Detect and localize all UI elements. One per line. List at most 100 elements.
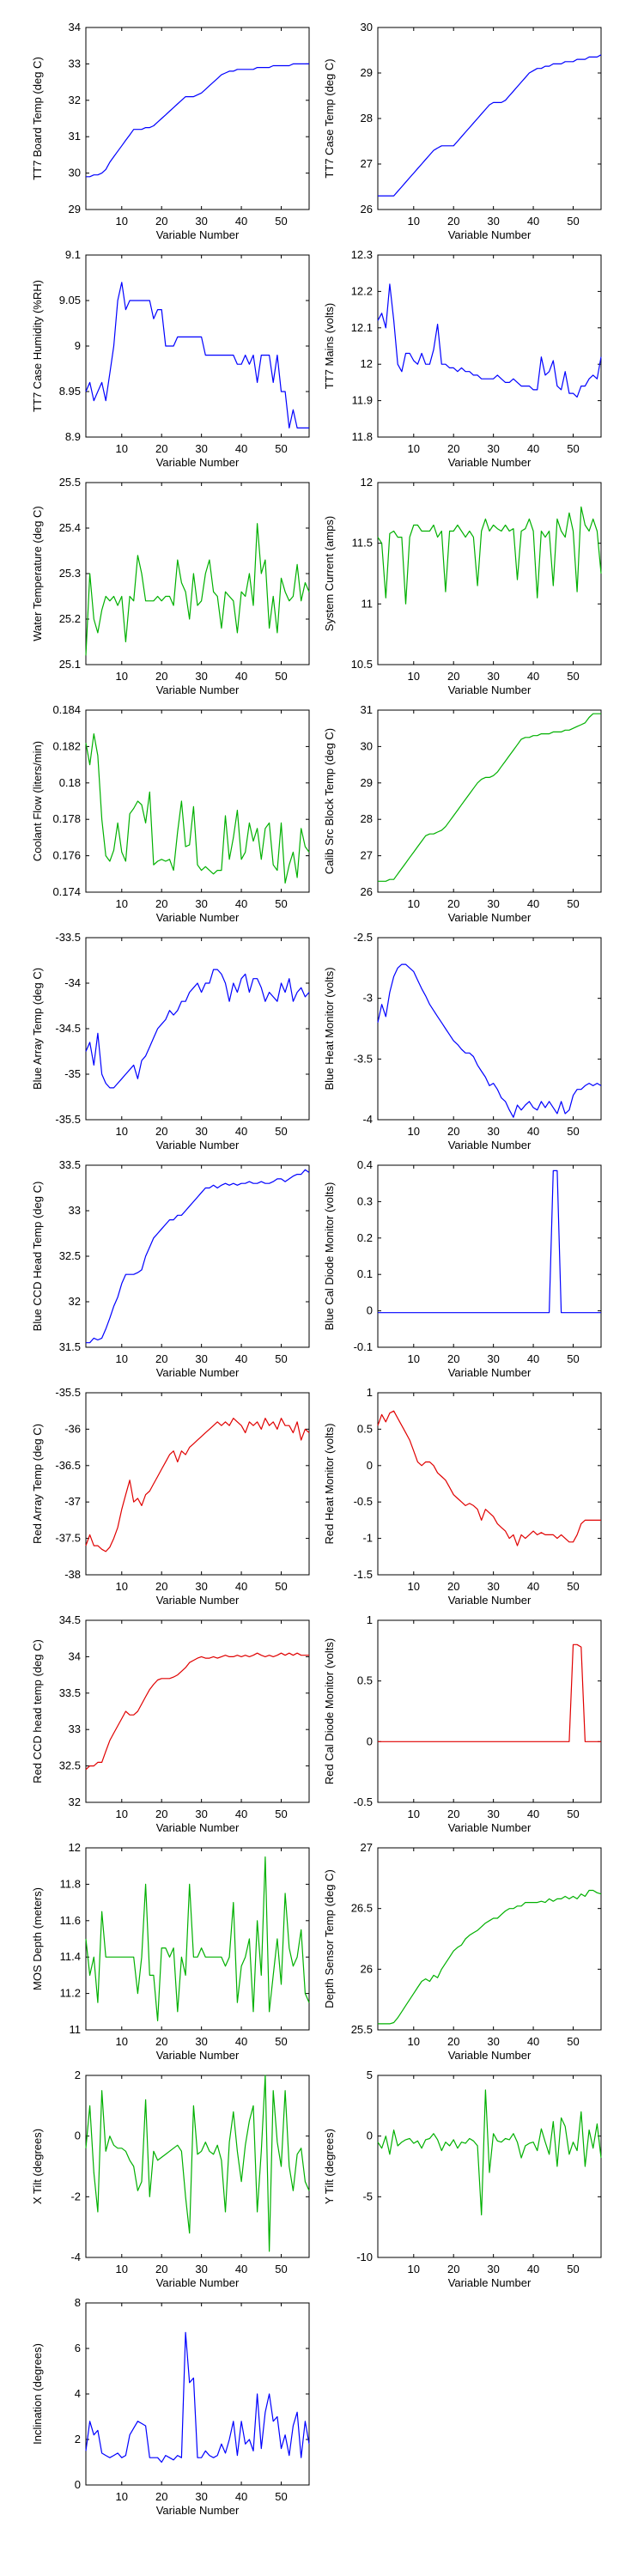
y-tick-label: 26.5	[351, 1902, 373, 1915]
y-tick-label: -4	[70, 2251, 81, 2263]
chart-red-ccd-head-temp-deg-c: 32 32.5 33 33.5 34 34.5 10 20 30 40 50 Variable Num…	[31, 1613, 310, 1834]
x-tick-label: 20	[447, 1125, 459, 1138]
y-axis-label: Depth Sensor Temp (deg C)	[323, 1869, 336, 2008]
plot-frame	[85, 1847, 310, 2031]
y-axis-label: Blue CCD Head Temp (deg C)	[31, 1182, 44, 1332]
x-tick-label: 30	[195, 2490, 207, 2503]
y-tick-label: 29	[361, 66, 373, 79]
plot-frame	[377, 27, 602, 210]
y-tick-label: 6	[75, 2342, 81, 2354]
series-line	[85, 282, 309, 428]
y-tick-label: 0.5	[357, 1674, 373, 1687]
x-tick-label: 50	[275, 1125, 287, 1138]
y-axis-label: TT7 Case Temp (deg C)	[323, 58, 336, 178]
y-tick-label: 2	[75, 2069, 81, 2081]
y-tick-label: 30	[361, 739, 373, 752]
x-tick-label: 20	[155, 2490, 167, 2503]
y-tick-label: 2	[75, 2433, 81, 2445]
x-tick-label: 50	[275, 670, 287, 683]
y-tick-label: 0.178	[52, 812, 81, 825]
y-tick-label: -37	[64, 1495, 81, 1508]
series-line	[377, 2089, 602, 2216]
x-tick-label: 20	[447, 670, 459, 683]
y-tick-label: 0.4	[357, 1158, 373, 1171]
x-axis-label: Variable Number	[448, 2049, 532, 2062]
x-tick-label: 20	[155, 2035, 167, 2048]
y-tick-label: 0	[75, 2129, 81, 2142]
y-axis-label: TT7 Mains (volts)	[323, 303, 336, 389]
series-line	[377, 283, 602, 398]
y-tick-label: -34.5	[55, 1022, 81, 1035]
y-tick-label: 0	[367, 1304, 373, 1317]
series-line	[377, 506, 602, 605]
y-tick-label: 0.182	[52, 739, 81, 752]
y-tick-label: 0.174	[52, 885, 81, 898]
series-line	[378, 1170, 601, 1314]
x-tick-label: 10	[116, 442, 128, 455]
x-tick-label: 10	[408, 897, 420, 910]
x-axis-label: Variable Number	[156, 1821, 240, 1834]
y-axis-label: Blue Array Temp (deg C)	[31, 968, 44, 1090]
plot-frame	[377, 482, 602, 665]
x-tick-label: 50	[275, 215, 287, 228]
y-tick-label: -37.5	[55, 1532, 81, 1545]
y-tick-label: 34.5	[59, 1613, 81, 1626]
x-tick-label: 30	[195, 897, 207, 910]
x-tick-label: 10	[116, 2035, 128, 2048]
x-tick-label: 10	[116, 670, 128, 683]
plot-frame	[85, 1619, 310, 1803]
x-tick-label: 20	[447, 897, 459, 910]
x-tick-label: 10	[408, 670, 420, 683]
y-tick-label: 11.4	[60, 1950, 81, 1963]
y-tick-label: 33.5	[59, 1158, 81, 1171]
y-axis-label: Blue Heat Monitor (volts)	[323, 967, 336, 1090]
y-tick-label: 8.95	[59, 385, 81, 398]
y-tick-label: 25.4	[59, 521, 81, 534]
y-axis-label: X Tilt (degrees)	[31, 2129, 44, 2204]
chart-blue-heat-monitor-volts: -4 -3.5 -3 -2.5 10 20 30 40 50 Variable Number Blu…	[323, 931, 602, 1151]
x-axis-label: Variable Number	[448, 683, 532, 696]
x-tick-label: 30	[195, 670, 207, 683]
y-tick-label: 25.5	[59, 476, 81, 489]
y-tick-label: 9	[75, 339, 81, 352]
x-tick-label: 30	[487, 215, 499, 228]
x-tick-label: 50	[567, 1807, 579, 1820]
x-tick-label: 40	[235, 1580, 247, 1593]
x-tick-label: 40	[235, 442, 247, 455]
plot-frame	[377, 254, 602, 438]
plot-frame	[85, 27, 310, 210]
series-line	[85, 2331, 310, 2464]
plot-frame	[85, 482, 310, 665]
y-tick-label: 9.1	[65, 248, 81, 261]
series-line	[378, 1889, 602, 2025]
plot-frame	[377, 1619, 602, 1803]
x-tick-label: 10	[116, 2490, 128, 2503]
y-tick-label: 11.5	[352, 537, 373, 550]
y-tick-label: 32	[69, 1295, 81, 1308]
y-tick-label: 30	[361, 21, 373, 33]
y-tick-label: 29	[69, 203, 81, 216]
plot-frame	[377, 709, 602, 893]
series-line	[378, 1643, 601, 1742]
chart-coolant-flow-liters-min: 0.174 0.176 0.178 0.18 0.182 0.184 10 20 30 40 50 V…	[31, 703, 310, 924]
y-tick-label: -3.5	[354, 1052, 373, 1065]
x-axis-label: Variable Number	[156, 1594, 240, 1607]
chart-y-tilt-degrees: -10 -5 0 5 10 20 30 40 50 Variable Number Y Tilt (…	[323, 2069, 602, 2289]
y-axis-label: Red CCD head temp (deg C)	[31, 1639, 44, 1783]
y-axis-label: System Current (amps)	[323, 516, 336, 631]
y-tick-label: -35	[64, 1067, 81, 1080]
y-tick-label: 27	[361, 849, 373, 862]
y-axis-label: Red Heat Monitor (volts)	[323, 1424, 336, 1545]
y-tick-label: 31.5	[59, 1340, 81, 1353]
x-tick-label: 10	[408, 1125, 420, 1138]
x-tick-label: 40	[527, 442, 539, 455]
x-tick-label: 40	[235, 2263, 247, 2275]
series-line	[378, 54, 602, 197]
x-tick-label: 50	[567, 670, 579, 683]
x-tick-label: 10	[408, 1352, 420, 1365]
y-tick-label: 12	[361, 476, 373, 489]
x-tick-label: 40	[527, 2035, 539, 2048]
x-tick-label: 10	[116, 1125, 128, 1138]
y-tick-label: 31	[361, 703, 373, 716]
series-line	[85, 523, 310, 656]
